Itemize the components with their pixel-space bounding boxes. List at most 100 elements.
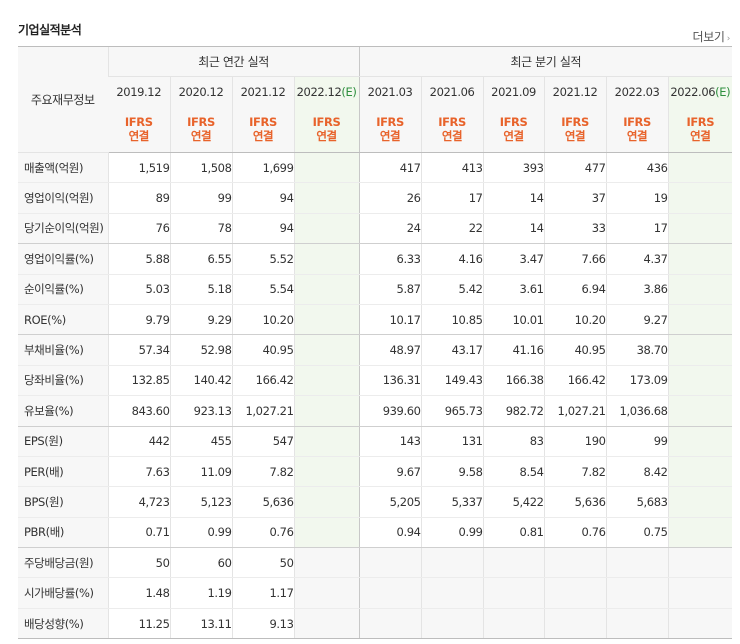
row-label: 주당배당금(원)	[18, 547, 108, 579]
table-cell: 3.47	[482, 243, 545, 275]
standard-consolidated: 연결	[190, 129, 212, 143]
period-label: 2022.06	[670, 84, 716, 99]
table-cell: 14	[482, 213, 545, 245]
period-header: 2020.12	[169, 76, 232, 106]
table-cell: 5.88	[107, 243, 170, 275]
table-cell: 939.60	[358, 395, 422, 427]
table-cell: 393	[482, 152, 545, 184]
table-cell: 843.60	[107, 395, 170, 427]
more-link[interactable]: 더보기 ›	[692, 28, 730, 45]
period-header: 2021.09	[482, 76, 545, 106]
row-label: 순이익률(%)	[18, 274, 108, 305]
row-label: ROE(%)	[18, 304, 108, 336]
accounting-standard: IFRS 연결	[169, 106, 232, 153]
table-row: 당좌비율(%) 132.85 140.42 166.42 136.31 149.43 166…	[18, 365, 733, 397]
row-label: PER(배)	[18, 456, 108, 488]
table-cell: 10.01	[482, 304, 545, 336]
table-cell	[543, 608, 607, 640]
period-header: 2022.12(E)	[293, 76, 360, 106]
table-cell: 0.76	[231, 517, 294, 549]
table-cell: 417	[358, 152, 422, 184]
table-cell	[293, 365, 360, 397]
row-label: 배당성향(%)	[18, 608, 108, 640]
table-cell	[667, 274, 733, 305]
table-cell: 6.55	[169, 243, 232, 275]
table-cell: 9.58	[420, 456, 484, 488]
table-cell	[293, 486, 360, 518]
table-cell: 5.54	[231, 274, 294, 305]
table-cell	[293, 274, 360, 305]
table-cell	[667, 426, 733, 457]
table-cell: 5,636	[231, 486, 294, 518]
standard-consolidated: 연결	[316, 129, 337, 143]
table-cell: 50	[231, 547, 294, 579]
table-cell: 442	[107, 426, 170, 457]
accounting-standard: IFRS 연결	[667, 106, 733, 153]
table-cell	[667, 243, 733, 275]
period-label: 2022.03	[614, 84, 660, 99]
row-label: 유보율(%)	[18, 395, 108, 427]
period-header: 2022.06(E)	[667, 76, 733, 106]
more-link-label: 더보기	[692, 30, 725, 44]
table-cell	[293, 426, 360, 457]
table-cell	[605, 577, 669, 609]
standard-consolidated: 연결	[690, 129, 711, 143]
table-row: 순이익률(%) 5.03 5.18 5.54 5.87 5.42 3.61 6.94 3.86	[18, 274, 733, 305]
table-cell	[667, 517, 733, 549]
row-label: PBR(배)	[18, 517, 108, 549]
row-label: 매출액(억원)	[18, 152, 108, 184]
table-cell: 1,027.21	[543, 395, 607, 427]
table-row: EPS(원) 442 455 547 143 131 83 190 99	[18, 426, 733, 457]
table-cell: 7.63	[107, 456, 170, 488]
table-cell: 8.42	[605, 456, 669, 488]
standard-ifrs: IFRS	[686, 115, 715, 129]
table-cell	[420, 577, 484, 609]
table-row: 매출액(억원) 1,519 1,508 1,699 417 413 393 477 436	[18, 152, 733, 184]
accounting-standard: IFRS 연결	[293, 106, 360, 153]
table-cell	[667, 152, 733, 184]
table-cell: 19	[605, 182, 669, 214]
table-cell: 4.37	[605, 243, 669, 275]
accounting-standard: IFRS 연결	[420, 106, 484, 153]
table-cell: 52.98	[169, 334, 232, 366]
table-cell: 5,683	[605, 486, 669, 518]
table-cell: 57.34	[107, 334, 170, 366]
period-label: 2021.09	[491, 84, 536, 99]
table-row: 부채비율(%) 57.34 52.98 40.95 48.97 43.17 41.16 40.…	[18, 334, 733, 366]
period-header: 2019.12	[108, 76, 170, 106]
row-label: 당좌비율(%)	[18, 365, 108, 397]
standard-ifrs: IFRS	[187, 115, 215, 129]
accounting-standard: IFRS 연결	[231, 106, 294, 153]
row-label: 영업이익(억원)	[18, 182, 108, 214]
table-cell: 76	[107, 213, 170, 245]
table-cell: 48.97	[358, 334, 422, 366]
table-cell: 43.17	[420, 334, 484, 366]
accounting-standard: IFRS 연결	[543, 106, 607, 153]
standard-consolidated: 연결	[128, 129, 150, 143]
table-cell	[420, 608, 484, 640]
table-cell	[667, 365, 733, 397]
table-cell: 0.76	[543, 517, 607, 549]
accounting-standard: IFRS 연결	[358, 106, 422, 153]
table-row: 유보율(%) 843.60 923.13 1,027.21 939.60 965.73 98…	[18, 395, 733, 427]
period-header: 2021.12	[231, 76, 294, 106]
row-label: EPS(원)	[18, 426, 108, 457]
table-cell: 5.42	[420, 274, 484, 305]
table-cell: 965.73	[420, 395, 484, 427]
table-cell: 7.82	[231, 456, 294, 488]
standard-consolidated: 연결	[379, 129, 401, 143]
table-cell	[293, 517, 360, 549]
table-cell	[293, 304, 360, 336]
table-cell	[667, 547, 733, 579]
accounting-standard: IFRS 연결	[482, 106, 545, 153]
period-label: 2021.12	[552, 84, 598, 99]
table-cell: 60	[169, 547, 232, 579]
table-cell	[667, 486, 733, 518]
table-cell: 173.09	[605, 365, 669, 397]
row-label: 영업이익률(%)	[18, 243, 108, 275]
table-cell: 5,205	[358, 486, 422, 518]
table-cell	[293, 182, 360, 214]
table-cell: 132.85	[107, 365, 170, 397]
table-cell	[358, 577, 422, 609]
table-cell: 26	[358, 182, 422, 214]
